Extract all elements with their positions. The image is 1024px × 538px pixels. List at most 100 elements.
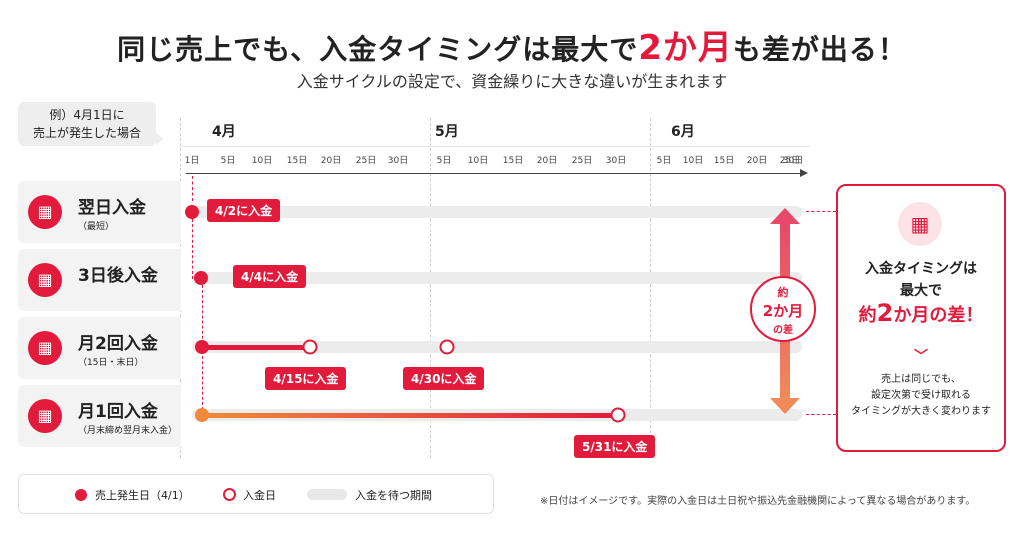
panel-note-2: 設定次第で受け取れる: [871, 390, 971, 401]
row-subtitle: （月末締め翌月末入金）: [78, 426, 178, 436]
legend-sale-dot: [75, 489, 87, 501]
day-tick: 10日: [467, 156, 489, 166]
sale-dot: [195, 408, 209, 422]
start-marker-line: [192, 219, 193, 279]
day-tick: 5日: [436, 156, 452, 166]
day-tick: 10日: [251, 156, 273, 166]
panel-note: 売上は同じでも、 設定次第で受け取れる タイミングが大きく変わります: [838, 372, 1004, 420]
day-tick: 10日: [682, 156, 704, 166]
day-tick: 20日: [320, 156, 342, 166]
row-label-monthly: ▦ 月1回入金 （月末締め翌月末入金）: [18, 385, 181, 447]
waiting-track: [192, 341, 802, 353]
row-label-next-day: ▦ 翌日入金 （最短）: [18, 181, 181, 243]
calendar-icon: ▦: [898, 202, 942, 246]
legend-deposit-ring: [223, 488, 236, 501]
title-pre: 同じ売上でも、入金タイミングは最大で: [117, 33, 639, 66]
title-post: も差が出る！: [732, 33, 907, 66]
day-tick: 30日: [605, 156, 627, 166]
legend-sale-label: 売上発生日（4/1）: [95, 489, 190, 502]
day-tick: 15日: [502, 156, 524, 166]
day-tick: 25日: [355, 156, 377, 166]
deposit-ring: [439, 339, 455, 355]
panel-heading: 入金タイミングは 最大で 約2か月の差！: [838, 258, 1004, 328]
start-marker-line: [192, 176, 193, 201]
waiting-bar: [202, 413, 618, 418]
month-separator-june: [650, 118, 651, 458]
row-title: 翌日入金: [78, 198, 146, 218]
waiting-track: [192, 206, 802, 218]
panel-line-2: 最大で: [900, 283, 942, 299]
day-tick: 30日: [782, 156, 804, 166]
day-tick: 5日: [220, 156, 236, 166]
sale-dot: [194, 271, 208, 285]
example-box: 例）4月1日に 売上が発生した場合: [18, 102, 164, 146]
page-title: 同じ売上でも、入金タイミングは最大で2か月も差が出る！: [0, 20, 1024, 69]
day-tick: 1日: [184, 156, 200, 166]
row-title: 月2回入金: [78, 334, 158, 354]
panel-line-3-num: 2: [876, 299, 894, 327]
deposit-tag: 4/2に入金: [207, 199, 281, 222]
calendar-icon: ▦: [28, 195, 62, 229]
day-tick: 5日: [656, 156, 672, 166]
arrow-up-icon: [770, 208, 800, 224]
deposit-tag: 4/15に入金: [265, 367, 347, 390]
footnote: ※日付はイメージです。実際の入金日は土日祝や振込先金融機関によって異なる場合があ…: [540, 496, 976, 507]
month-april: 4月: [212, 124, 236, 140]
deposit-tag: 4/30に入金: [403, 367, 485, 390]
row-title: 月1回入金: [78, 402, 158, 422]
row-subtitle: （15日・末日）: [78, 358, 144, 368]
calendar-icon: ▦: [28, 263, 62, 297]
waiting-track: [192, 272, 802, 284]
diff-line-2: 2か月: [762, 302, 804, 320]
legend-waiting-label: 入金を待つ期間: [355, 489, 432, 502]
page-subtitle: 入金サイクルの設定で、資金繰りに大きな違いが生まれます: [296, 72, 728, 91]
deposit-ring: [302, 339, 318, 355]
panel-line-3: 約2か月の差！: [838, 299, 1004, 328]
connector-line: [806, 211, 836, 212]
legend-deposit-label: 入金日: [243, 489, 276, 502]
day-tick: 20日: [536, 156, 558, 166]
example-line-1: 例）4月1日に: [49, 108, 125, 122]
legend-waiting-bar: [307, 489, 347, 500]
day-tick: 15日: [286, 156, 308, 166]
waiting-bar: [202, 345, 310, 350]
row-label-twice-monthly: ▦ 月2回入金 （15日・末日）: [18, 317, 181, 379]
month-june: 6月: [671, 124, 695, 140]
day-tick: 30日: [387, 156, 409, 166]
panel-line-1: 入金タイミングは: [865, 261, 977, 277]
day-tick: 15日: [713, 156, 735, 166]
sale-dot: [195, 340, 209, 354]
calendar-icon: ▦: [28, 331, 62, 365]
day-tick: 25日: [571, 156, 593, 166]
row-subtitle: （最短）: [78, 222, 115, 232]
panel-line-3-pre: 約: [858, 305, 877, 326]
month-separator-may: [430, 118, 431, 458]
title-highlight: 2か月: [638, 28, 733, 68]
panel-line-3-post: か月の差！: [893, 305, 984, 326]
summary-panel: ▦ 入金タイミングは 最大で 約2か月の差！ ﹀ 売上は同じでも、 設定次第で受…: [836, 184, 1006, 452]
panel-note-3: タイミングが大きく変わります: [851, 406, 991, 417]
header-divider: [180, 146, 810, 147]
axis-arrow-icon: [800, 169, 808, 177]
calendar-icon: ▦: [28, 399, 62, 433]
day-tick: 20日: [746, 156, 768, 166]
deposit-tag: 5/31に入金: [574, 435, 656, 458]
connector-line: [806, 414, 836, 415]
deposit-tag: 4/4に入金: [233, 265, 307, 288]
diff-line-1: 約: [777, 286, 789, 299]
diff-line-3: の差: [773, 325, 793, 336]
month-may: 5月: [435, 124, 459, 140]
difference-badge: 約 2か月 の差: [750, 276, 816, 342]
sale-dot: [185, 205, 199, 219]
panel-note-1: 売上は同じでも、: [881, 374, 961, 385]
row-title: 3日後入金: [78, 266, 158, 286]
example-line-2: 売上が発生した場合: [32, 126, 141, 140]
timeline-axis: [186, 173, 802, 174]
day-tick: 25日: [779, 156, 801, 166]
legend: 売上発生日（4/1） 入金日 入金を待つ期間: [18, 474, 494, 514]
deposit-ring: [610, 407, 626, 423]
chevron-down-icon: ﹀: [914, 349, 928, 365]
arrow-down-icon: [770, 398, 800, 414]
row-label-3-days: ▦ 3日後入金: [18, 249, 181, 311]
